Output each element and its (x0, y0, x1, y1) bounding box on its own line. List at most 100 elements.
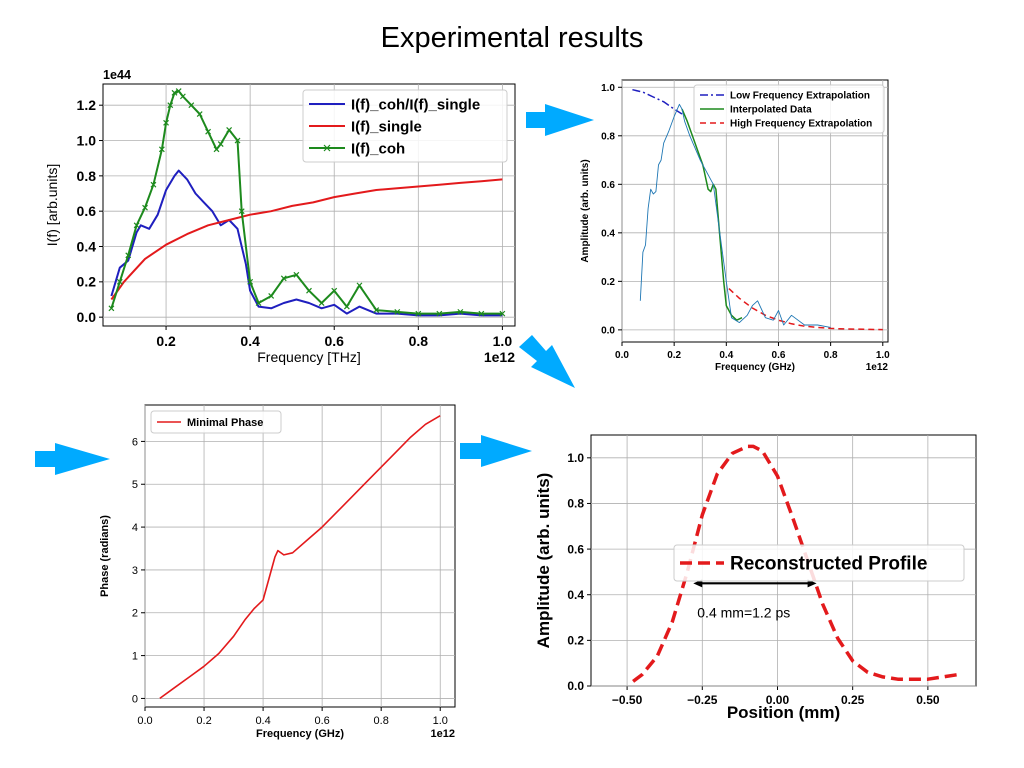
data-point-marker (280, 275, 287, 282)
y-tick-label: 0.8 (567, 497, 584, 511)
y-tick-label: 3 (132, 565, 138, 577)
data-point-marker (436, 310, 443, 317)
series-line-minimal-phase (159, 415, 441, 700)
data-point-marker (196, 111, 203, 117)
y-tick-label: 0.2 (567, 634, 584, 648)
x-tick-label: 0.0 (615, 350, 629, 361)
x-tick-label: 0.25 (841, 693, 865, 707)
legend-box (150, 410, 282, 434)
x-offset-label: 1e12 (866, 362, 889, 373)
data-point-marker (457, 308, 464, 315)
data-point-marker (116, 278, 123, 285)
data-point-marker (247, 278, 254, 285)
x-tick-label: 0.6 (772, 350, 786, 361)
x-axis-label: Frequency (GHz) (715, 362, 795, 373)
phase-chart: 0.0 0.2 0.4 0.6 0.8 1.0 0 1 2 3 4 5 6 Frequency (GHz)… (99, 404, 456, 740)
data-point-marker (217, 141, 224, 147)
legend-marker (323, 144, 331, 152)
y-tick-label: 1.0 (77, 132, 97, 148)
data-point-marker (133, 222, 140, 229)
y-tick-label: 2 (132, 608, 138, 620)
data-point-marker (158, 146, 165, 153)
data-point-marker (255, 300, 262, 306)
y-tick-label: 0.4 (77, 238, 97, 254)
arrow-down-right-icon (519, 335, 575, 388)
x-tick-label: 0.4 (719, 350, 733, 361)
arrow-right-icon (460, 435, 532, 467)
y-tick-label: 1.0 (567, 451, 584, 465)
x-tick-label: 0.6 (324, 333, 344, 349)
data-point-marker (125, 252, 132, 259)
x-tick-label: 0.00 (766, 693, 790, 707)
y-tick-label: 4 (132, 522, 138, 534)
profile-chart: −0.50 −0.25 0.00 0.25 0.50 0.0 0.2 0.4 0.6 0.8 1.0… (534, 434, 977, 722)
x-tick-label: 0.8 (824, 350, 838, 361)
x-axis-label: Position (mm) (727, 703, 840, 722)
legend-label: I(f)_coh/I(f)_single (351, 96, 480, 113)
legend-label: I(f)_single (351, 118, 422, 135)
y-offset-label: 1e44 (103, 68, 131, 82)
y-tick-label: 1.0 (601, 83, 615, 94)
y-tick-label: 0.6 (601, 180, 615, 191)
data-point-marker (108, 305, 115, 312)
extrapolation-chart: 0.0 0.2 0.4 0.6 0.8 1.0 0.0 0.2 0.4 0.6 0.8 1.0 Freq… (580, 79, 890, 373)
data-point-marker (373, 307, 380, 314)
y-tick-label: 5 (132, 479, 138, 491)
data-point-marker (234, 137, 241, 144)
data-point-marker (331, 287, 338, 294)
data-point-marker (306, 287, 312, 294)
y-tick-label: 0.8 (601, 131, 615, 142)
plot-frame (144, 404, 456, 708)
legend-label: Low Frequency Extrapolation (730, 91, 870, 102)
legend-label: High Frequency Extrapolation (730, 119, 872, 130)
data-point-marker (213, 146, 220, 153)
data-point-marker (150, 181, 157, 188)
page-title: Experimental results (380, 22, 644, 54)
series-line-measured-data (639, 103, 831, 328)
x-tick-label: 1.0 (493, 333, 513, 349)
x-tick-label: 0.8 (409, 333, 429, 349)
y-axis-label: Phase (radians) (99, 515, 111, 597)
x-tick-label: 0.50 (916, 693, 940, 707)
data-point-marker (175, 88, 182, 94)
data-point-marker (318, 300, 325, 306)
x-tick-label: −0.50 (612, 693, 643, 707)
data-point-marker (394, 308, 401, 315)
spectrum-chart: 0.2 0.4 0.6 0.8 1.0 0.0 0.2 0.4 0.6 0.8 1.0 1.2 Freq… (44, 68, 516, 365)
arrow-right-icon (526, 104, 594, 136)
y-axis-label: Amplitude (arb. units) (534, 473, 553, 649)
data-point-marker (268, 293, 275, 299)
x-tick-label: 0.0 (137, 715, 152, 727)
series-line-i-f-single (110, 178, 503, 301)
y-tick-label: 1.2 (77, 97, 97, 113)
y-tick-label: 0.8 (77, 168, 97, 184)
y-tick-label: 0.0 (567, 679, 584, 693)
x-offset-label: 1e12 (431, 728, 455, 740)
data-point-marker (356, 282, 363, 289)
y-axis-label: I(f) [arb.units] (44, 164, 60, 246)
data-point-marker (478, 310, 485, 317)
legend-label: Minimal Phase (187, 417, 263, 429)
data-point-marker (343, 303, 350, 310)
x-tick-label: 1.0 (433, 715, 448, 727)
x-offset-label: 1e12 (484, 349, 515, 365)
legend-label: Reconstructed Profile (730, 554, 927, 575)
x-tick-label: 1.0 (876, 350, 890, 361)
y-tick-label: 0.0 (601, 325, 615, 336)
data-point-marker (499, 310, 506, 317)
y-tick-label: 0.2 (77, 274, 97, 290)
legend-box (302, 89, 508, 163)
y-tick-label: 0.0 (77, 309, 97, 325)
data-point-marker (163, 119, 169, 126)
x-tick-label: 0.2 (196, 715, 211, 727)
y-tick-label: 0.4 (567, 588, 584, 602)
data-point-marker (188, 102, 195, 109)
series-line-i-f-coh-i-f-single (110, 169, 503, 317)
legend-box (673, 544, 965, 582)
legend-label: I(f)_coh (351, 140, 405, 157)
x-tick-label: 0.2 (667, 350, 681, 361)
arrow-right-icon (35, 443, 110, 475)
x-axis-label: Frequency [THz] (257, 349, 360, 365)
x-tick-label: −0.25 (687, 693, 718, 707)
